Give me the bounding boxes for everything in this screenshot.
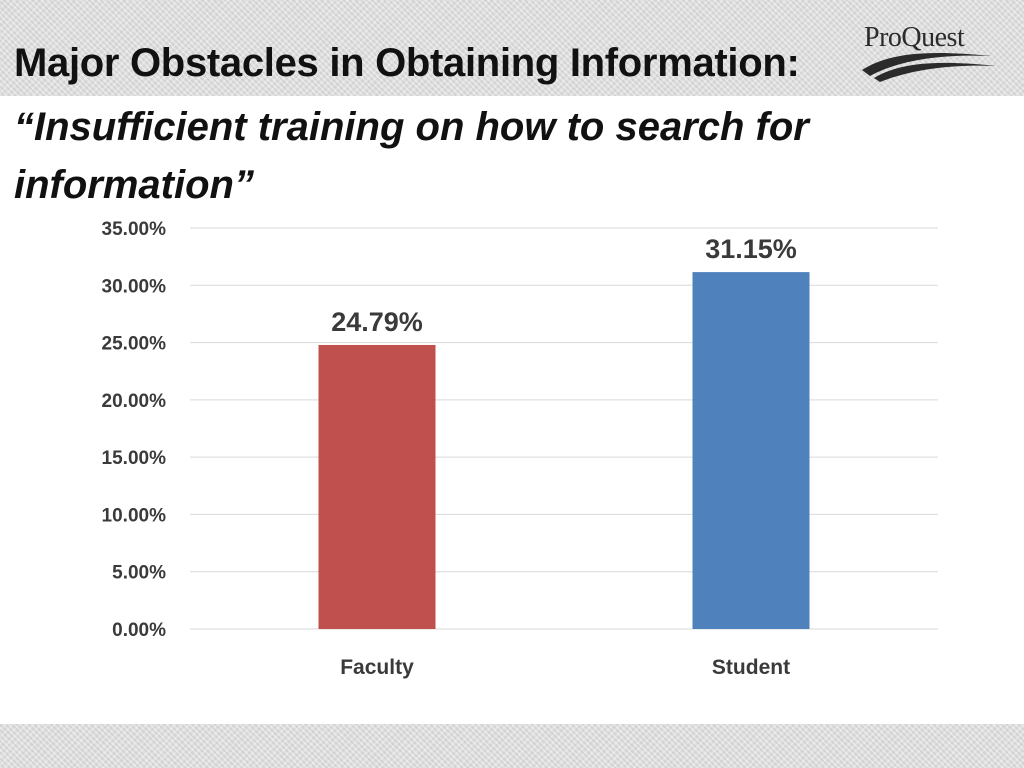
- data-label-faculty: 24.79%: [331, 307, 423, 337]
- slide-title: Major Obstacles in Obtaining Information…: [14, 41, 800, 85]
- proquest-swoosh-icon: [862, 52, 996, 82]
- header-band: [0, 0, 1024, 96]
- data-label-student: 31.15%: [705, 234, 797, 264]
- slide-subtitle: “Insufficient training on how to search …: [14, 105, 809, 207]
- y-tick-label: 0.00%: [112, 620, 166, 641]
- y-tick-label: 35.00%: [102, 219, 167, 240]
- y-tick-label: 25.00%: [102, 334, 167, 355]
- gridlines: [190, 227, 938, 630]
- bars: [318, 272, 810, 629]
- x-axis-categories: Faculty Student: [340, 656, 790, 679]
- y-tick-label: 15.00%: [102, 448, 167, 469]
- category-label-student: Student: [712, 656, 790, 679]
- category-label-faculty: Faculty: [340, 656, 414, 679]
- y-axis-ticks: 0.00% 5.00% 10.00% 15.00% 20.00% 25.00% 30.00%…: [102, 219, 167, 641]
- logo-text: ProQuest: [864, 22, 965, 53]
- y-tick-label: 10.00%: [102, 505, 167, 526]
- footer-band: [0, 724, 1024, 768]
- y-tick-label: 20.00%: [102, 391, 167, 412]
- bar-student: [692, 272, 810, 629]
- y-tick-label: 30.00%: [102, 276, 167, 297]
- proquest-logo: ProQuest: [860, 22, 1000, 82]
- bar-faculty: [318, 344, 436, 629]
- y-tick-label: 5.00%: [112, 563, 166, 584]
- data-labels: 24.79% 31.15%: [331, 234, 797, 337]
